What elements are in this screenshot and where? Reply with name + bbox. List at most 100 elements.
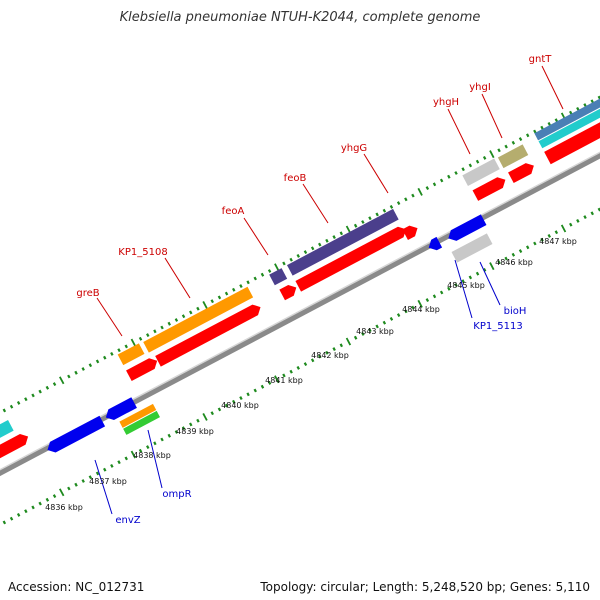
tick-minor [425,186,430,191]
tick-minor [318,354,322,359]
tick-ring-inner [2,207,600,525]
tick-minor [497,148,501,153]
tick-minor [260,272,265,277]
tick-minor [45,497,50,502]
scale-labels: 4836 kbp 4837 kbp 4838 kbp 4839 kbp 4840… [45,237,577,512]
gene-block-KP1_5108 [143,286,254,353]
label-yhgG: yhgG [341,143,367,154]
tick-minor [576,218,580,223]
tick-minor [411,193,415,198]
tick-minor [232,287,236,292]
tick-minor [289,369,293,374]
tick-major [417,299,423,308]
tick-minor [232,399,236,404]
tick-minor [296,365,300,370]
label-envZ: envZ [115,515,140,526]
tick-minor [461,167,465,172]
tick-minor [88,363,93,368]
tick-minor [518,137,523,142]
cds-arrow-gntT [544,112,600,165]
tick-minor [368,328,372,333]
label-feoA: feoA [222,206,245,217]
tick-minor [468,275,473,280]
cds-arrow-yhgG [402,225,418,241]
tick-minor [325,238,329,243]
gene-block-ompR-green [123,410,160,435]
tick-minor [160,325,164,330]
tick-minor [146,445,150,450]
tick-minor [31,505,35,510]
scale-label: 4839 kbp [176,427,214,436]
tick-minor [482,155,487,160]
tick-minor [146,333,150,338]
tick-minor [246,392,250,397]
tick-minor [310,358,315,363]
tick-minor [389,316,394,321]
tick-minor [439,290,444,295]
tick-minor [547,233,551,238]
tick-minor [9,516,14,521]
gene-arrow-ompR [105,397,137,420]
tick-minor [282,373,286,378]
tick-minor [339,231,343,236]
tick-minor [246,280,250,285]
tick-minor [160,437,164,442]
tick-minor [303,362,308,367]
tick-minor [260,384,265,389]
tick-major [59,488,65,497]
tick-minor [511,252,516,257]
tick-minor [52,494,57,499]
tick-minor [210,299,214,304]
gene-block-bioH [451,233,493,263]
label-KP1_5113: KP1_5113 [473,321,522,332]
tick-minor [361,332,365,336]
cds-arrow-yhgH [472,177,506,201]
scale-label: 4846 kbp [495,258,533,267]
gene-block-feoA [269,268,288,286]
tick-minor [475,271,480,276]
label-yhgH: yhgH [433,97,459,108]
tick-minor [153,441,157,446]
tick-minor [2,520,7,525]
tick-minor [526,133,530,138]
tick-minor [583,103,587,108]
tick-minor [361,220,365,224]
tick-major [202,412,208,421]
tick-minor [468,163,473,168]
scale-label: 4845 kbp [447,281,485,290]
cds-arrow-feoA [279,284,297,301]
tick-major [130,338,136,347]
gene-block-greB [117,343,145,366]
scale-label: 4837 kbp [89,477,127,486]
tick-minor [267,269,272,273]
accession-text: Accession: NC_012731 [8,580,145,594]
tick-minor [31,393,35,398]
tick-minor [253,276,257,281]
tick-minor [497,260,501,265]
tick-minor [583,215,587,220]
gene-block-yhgI [497,144,529,169]
tick-minor [81,479,85,483]
tick-minor [432,294,437,299]
label-greB: greB [76,288,99,299]
tick-minor [224,403,229,408]
tick-minor [411,305,415,310]
tick-minor [24,509,28,514]
tick-ring-outer [2,95,600,413]
gene-block-yhgH [462,158,500,186]
tick-minor [189,422,193,427]
cds-arrow-greB [126,358,158,382]
cds-arrow-feoB [295,226,407,292]
genome-summary-text: Topology: circular; Length: 5,248,520 bp… [260,580,590,594]
scale-label: 4841 kbp [265,376,303,385]
forward-gene-labels: greB KP1_5108 feoA feoB yhgG yhgH yhgI g… [76,54,564,337]
gene-arrow-envZ [47,415,106,453]
tick-minor [117,348,121,353]
tick-minor [282,261,286,266]
tick-minor [217,295,222,300]
tick-minor [124,456,128,461]
tick-minor [74,370,78,375]
cds-arrow-KP1_5108 [155,304,261,367]
tick-minor [504,144,508,149]
tick-minor [153,329,157,334]
